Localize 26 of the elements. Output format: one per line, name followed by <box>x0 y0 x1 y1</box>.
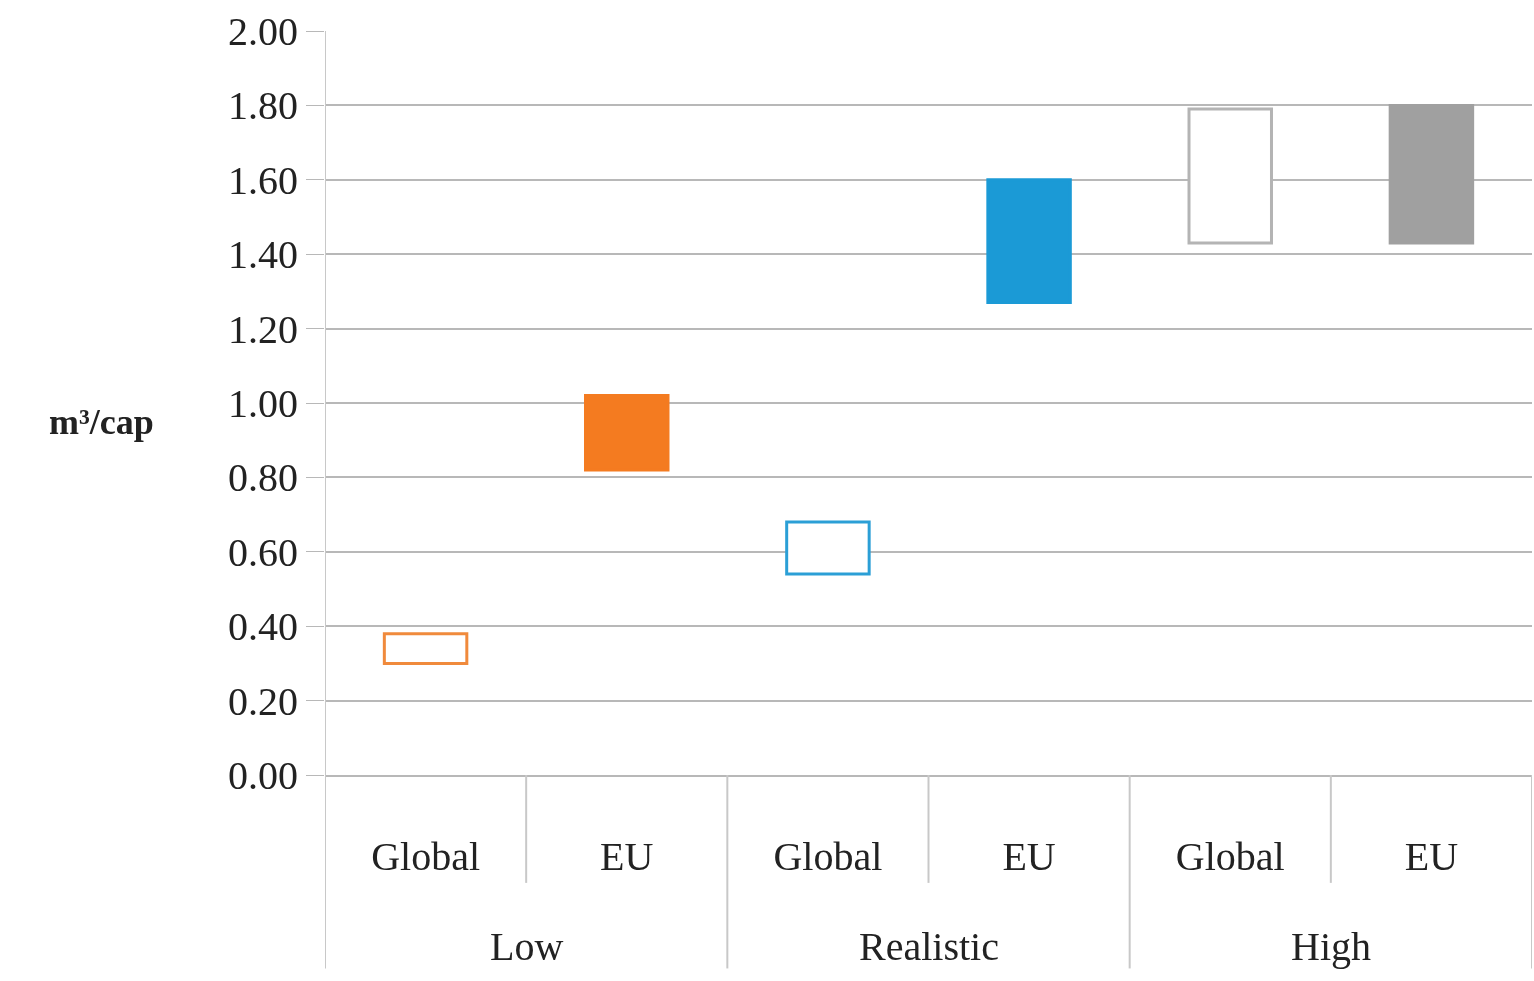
bar <box>785 520 871 576</box>
y-tick-label: 1.40 <box>228 232 298 278</box>
text: High <box>1291 924 1371 969</box>
bar <box>1388 103 1475 245</box>
y-tick-label: 1.60 <box>228 157 298 203</box>
y-tick-label: 0.40 <box>228 604 298 650</box>
y-tick-label: 0.60 <box>228 529 298 575</box>
text: Realistic <box>859 924 999 969</box>
x-tick-label: EU <box>600 834 654 879</box>
y-tick-label: 0.20 <box>228 678 298 724</box>
bar <box>584 394 670 472</box>
y-axis-title: m³/cap <box>49 402 154 442</box>
x-tick-label: Global <box>773 834 883 879</box>
x-tick-label: Global <box>371 834 481 879</box>
bar <box>382 632 469 665</box>
y-tick-label: 1.80 <box>228 83 298 129</box>
x-tick-label: Global <box>1175 834 1285 879</box>
y-tick-label: 0.80 <box>228 455 298 501</box>
y-tick-label: 0.00 <box>228 753 298 798</box>
y-tick-label: 1.20 <box>228 306 298 352</box>
y-tick-label: 2.00 <box>228 9 298 54</box>
y-tick-label: 1.00 <box>228 381 298 426</box>
x-tick-label: EU <box>1002 834 1056 879</box>
bar <box>986 178 1072 305</box>
x-tick-label: EU <box>1404 834 1459 879</box>
text: Low <box>490 924 564 969</box>
